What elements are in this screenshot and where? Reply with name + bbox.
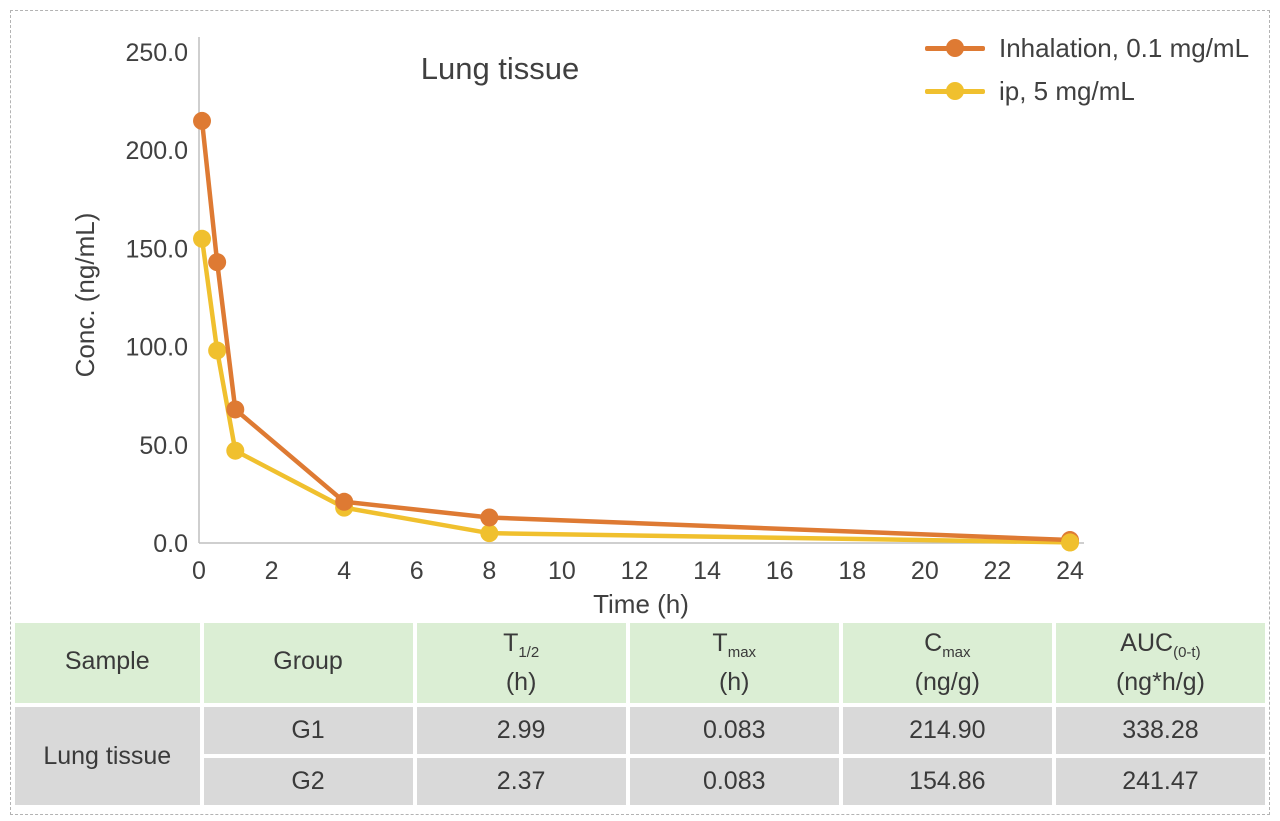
- data-point: [480, 508, 499, 527]
- x-tick-label: 10: [548, 557, 576, 585]
- g2-tmax-cell: 0.083: [629, 758, 839, 805]
- pk-parameters-table: Sample Group T1/2 (h) Tmax (h) Cmax: [11, 619, 1269, 809]
- ip-dot-icon: [946, 82, 964, 100]
- x-tick-label: 4: [337, 557, 351, 585]
- x-tick-label: 6: [410, 557, 424, 585]
- series-line-0: [199, 120, 1071, 543]
- col-header-c-max: Cmax (ng/g): [842, 623, 1052, 703]
- data-point: [193, 229, 212, 248]
- y-tick-label: 150.0: [125, 235, 188, 263]
- x-tick-label: 2: [265, 557, 279, 585]
- x-tick-label: 8: [482, 557, 496, 585]
- chart-legend: Inhalation, 0.1 mg/mL ip, 5 mg/mL: [925, 32, 1249, 118]
- y-axis-title: Conc. (ng/mL): [70, 212, 100, 378]
- data-point: [193, 111, 212, 130]
- inhalation-dot-icon: [946, 39, 964, 57]
- table-row-g2: G2 2.37 0.083 154.86 241.47: [15, 758, 1265, 805]
- col-header-t-max: Tmax (h): [629, 623, 839, 703]
- y-tick-label: 200.0: [125, 137, 188, 165]
- pk-line-chart: 0.0 50.0 100.0 150.0 200.0 250.0 0 2 4 6 8 10 12 14 16…: [11, 11, 1269, 620]
- y-tick-label: 50.0: [139, 432, 188, 460]
- data-point: [335, 492, 354, 511]
- legend-item-inhalation: Inhalation, 0.1 mg/mL: [925, 32, 1249, 64]
- g1-group-cell: G1: [203, 707, 413, 754]
- g2-cmax-cell: 154.86: [842, 758, 1052, 805]
- data-point: [480, 524, 499, 543]
- x-axis-title: Time (h): [593, 589, 689, 619]
- series-line-1: [199, 238, 1071, 545]
- x-tick-label: 12: [621, 557, 649, 585]
- ip-line-marker-icon: [925, 82, 985, 100]
- sample-cell: Lung tissue: [15, 707, 200, 805]
- figure-panel: 0.0 50.0 100.0 150.0 200.0 250.0 0 2 4 6 8 10 12 14 16…: [10, 10, 1270, 815]
- y-tick-label: 0.0: [153, 530, 188, 558]
- g2-group-cell: G2: [203, 758, 413, 805]
- data-point: [208, 253, 227, 272]
- table-row-g1: Lung tissue G1 2.99 0.083 214.90 338.28: [15, 707, 1265, 805]
- g1-tmax-cell: 0.083: [629, 707, 839, 754]
- y-tick-label: 250.0: [125, 39, 188, 67]
- x-tick-label: 20: [911, 557, 939, 585]
- legend-label-ip: ip, 5 mg/mL: [999, 75, 1135, 106]
- legend-label-inhalation: Inhalation, 0.1 mg/mL: [999, 32, 1250, 63]
- x-tick-label: 16: [766, 557, 794, 585]
- col-header-group: Group: [203, 623, 413, 703]
- chart-title: Lung tissue: [420, 51, 580, 86]
- inhalation-line-marker-icon: [925, 39, 985, 57]
- data-point: [1061, 533, 1079, 552]
- y-tick-label: 100.0: [125, 334, 188, 362]
- g2-thalf-cell: 2.37: [416, 758, 626, 805]
- x-tick-label: 18: [838, 557, 866, 585]
- table-header-row: Sample Group T1/2 (h) Tmax (h) Cmax: [15, 623, 1265, 703]
- g2-auc-cell: 241.47: [1055, 758, 1265, 805]
- data-point: [208, 341, 227, 360]
- data-point: [226, 400, 245, 419]
- g1-thalf-cell: 2.99: [416, 707, 626, 754]
- legend-item-ip: ip, 5 mg/mL: [925, 75, 1249, 107]
- g1-auc-cell: 338.28: [1055, 707, 1265, 754]
- col-header-t-half: T1/2 (h): [416, 623, 626, 703]
- x-tick-label: 24: [1056, 557, 1084, 585]
- col-header-sample: Sample: [15, 623, 200, 703]
- col-header-auc: AUC(0-t) (ng*h/g): [1055, 623, 1265, 703]
- data-point: [226, 441, 245, 460]
- g1-cmax-cell: 214.90: [842, 707, 1052, 754]
- x-tick-label: 14: [693, 557, 721, 585]
- x-tick-label: 0: [192, 557, 206, 585]
- x-tick-label: 22: [984, 557, 1012, 585]
